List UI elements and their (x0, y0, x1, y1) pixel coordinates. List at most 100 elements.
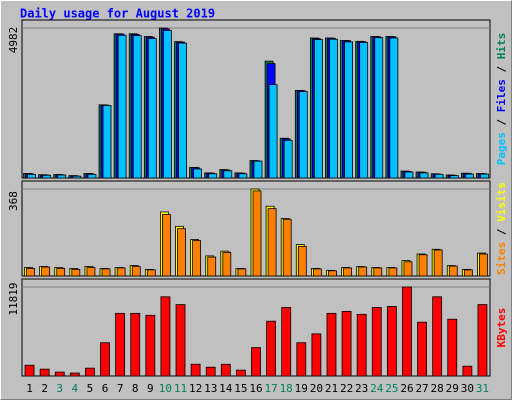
bar (237, 268, 247, 277)
x-tick-label: 12 (189, 382, 202, 395)
bar (343, 267, 352, 277)
bar (116, 267, 126, 277)
legend: KBytes (495, 308, 508, 348)
bar (447, 318, 458, 377)
x-tick-label: 21 (325, 382, 338, 395)
x-tick-label: 14 (219, 382, 233, 395)
bar (253, 160, 263, 179)
bar (145, 314, 156, 377)
bar (56, 268, 66, 277)
x-tick-label: 18 (280, 382, 293, 395)
bar (178, 42, 187, 179)
bar (463, 269, 473, 277)
bar (403, 261, 413, 277)
y-tick-label: 4982 (7, 27, 20, 54)
x-tick-label: 9 (147, 382, 154, 395)
bar (102, 105, 112, 179)
x-tick-label: 26 (400, 382, 413, 395)
bar (207, 256, 217, 277)
bar (39, 368, 50, 377)
y-tick-label: 368 (7, 191, 20, 211)
x-tick-label: 4 (72, 382, 79, 395)
bar (87, 173, 97, 179)
x-tick-label: 11 (174, 382, 187, 395)
bar (238, 173, 248, 179)
bar (71, 268, 81, 277)
bar (266, 320, 276, 377)
bar (208, 173, 218, 179)
bar (356, 313, 367, 377)
bar (464, 173, 474, 179)
bar (223, 170, 233, 179)
legend-separator: / (495, 59, 508, 79)
bar (147, 38, 157, 179)
bar (448, 265, 458, 277)
bar (371, 307, 382, 377)
bar (27, 173, 36, 179)
legend-entry: Files (495, 79, 508, 112)
x-tick-label: 6 (102, 382, 109, 395)
plot-area (21, 19, 491, 179)
x-tick-label: 24 (370, 382, 384, 395)
bar (328, 270, 337, 277)
bar (462, 365, 473, 377)
bar (432, 296, 443, 377)
bar (251, 347, 261, 377)
bar (57, 174, 67, 179)
bar (72, 175, 82, 179)
bar (419, 172, 429, 179)
bar (175, 304, 186, 377)
bar (326, 312, 337, 377)
bar (160, 296, 171, 377)
bar (193, 168, 203, 179)
bar (312, 268, 322, 277)
x-tick-label: 20 (310, 382, 323, 395)
x-tick-label: 10 (159, 382, 172, 395)
bar (297, 246, 307, 277)
bar (41, 266, 51, 277)
bar (100, 342, 110, 377)
bar (115, 312, 126, 377)
bar (268, 84, 278, 179)
bar (26, 268, 35, 277)
x-tick-label: 13 (204, 382, 217, 395)
bar (373, 267, 383, 277)
x-tick-label: 5 (87, 382, 94, 395)
legend-entry: KBytes (495, 308, 508, 348)
bar (417, 321, 427, 377)
legend-entry: Pages (495, 132, 508, 165)
bar (433, 249, 443, 277)
bar (236, 369, 246, 377)
bar (163, 30, 172, 179)
bar (329, 38, 338, 179)
legend: Sites / Visits (495, 182, 508, 275)
bar (130, 312, 141, 377)
x-tick-label: 2 (41, 382, 48, 395)
x-tick-label: 28 (431, 382, 444, 395)
x-tick-label: 7 (117, 382, 124, 395)
bar (205, 366, 216, 377)
bar (311, 333, 322, 377)
bar (341, 310, 352, 377)
bar (267, 208, 277, 277)
bar (388, 267, 398, 277)
x-tick-label: 25 (385, 382, 398, 395)
bar (132, 35, 142, 179)
bar (479, 253, 488, 277)
x-tick-label: 29 (446, 382, 459, 395)
x-tick-label: 23 (355, 382, 368, 395)
bar (85, 367, 95, 377)
legend-entry: Hits (495, 33, 508, 60)
bar (282, 218, 292, 277)
bar (42, 174, 52, 179)
bar (374, 37, 384, 179)
bar (313, 39, 323, 179)
x-tick-label: 31 (476, 382, 489, 395)
bar (192, 240, 202, 277)
x-tick-label: 19 (295, 382, 308, 395)
x-tick-label: 30 (461, 382, 474, 395)
bar (131, 266, 141, 277)
x-tick-label: 3 (56, 382, 63, 395)
